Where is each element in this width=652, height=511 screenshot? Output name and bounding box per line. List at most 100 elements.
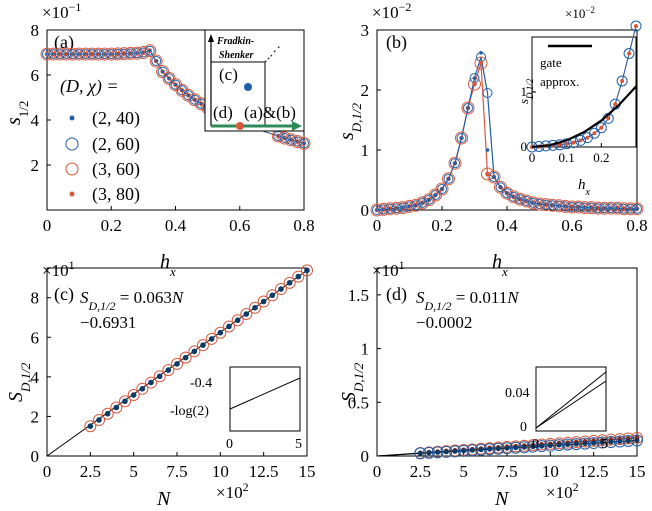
panel-d-point-dot-lower	[521, 444, 527, 450]
point-3-60	[409, 198, 423, 212]
panel-d-xtick-label: 0	[373, 462, 382, 481]
point-2-60	[482, 88, 493, 98]
panel-d-point-dot-lower	[565, 442, 571, 448]
legend-marker-dot-blue	[69, 115, 75, 121]
panel-d-point-lower	[613, 435, 626, 448]
panel-c-point-circle	[283, 276, 296, 289]
panel-d-xtick-label: 12.5	[579, 462, 609, 481]
panel-d-point-lower	[457, 444, 470, 457]
gate-legend-line2: approx.	[540, 74, 579, 89]
inset-b-point-circle	[595, 122, 607, 134]
panel-c-series	[46, 264, 313, 457]
panel-c-point-dot	[113, 404, 120, 411]
inset-d-line-upper	[535, 371, 607, 429]
panel-c-multiplier: ×101	[42, 258, 75, 280]
panel-d-fit-eq: SD,1/2 = 0.011N	[416, 288, 520, 313]
panel-c-xtick-label: 2.5	[80, 462, 101, 481]
panel-c-point-circle	[119, 395, 131, 408]
point-2-40	[453, 161, 457, 165]
panel-c-xtick-label: 5	[129, 462, 138, 481]
inset-b-ytick-label: 0	[521, 139, 528, 154]
legend-entry-3-60: (3, 60)	[92, 159, 140, 180]
panel-d-point-dot-lower	[513, 445, 519, 451]
inset-b-point-circle	[561, 138, 573, 150]
inset-b-multiplier: ×10−2	[565, 5, 595, 21]
panel-a-ytick-label: 4	[31, 111, 40, 130]
panel-d-point-lower	[449, 445, 461, 458]
phase-critical-line	[264, 45, 281, 63]
panel-b-xtick-label: 0.6	[561, 216, 582, 235]
inset-b-point-dot	[578, 138, 583, 143]
panel-c-point-circle	[223, 320, 235, 333]
panel-a-xtick-label: 0.2	[101, 216, 122, 235]
inset-b-point-circle	[630, 20, 642, 32]
panel-d-point-dot-lower	[417, 450, 423, 456]
panel-c-xmultiplier: ×102	[216, 480, 249, 502]
panel-d-point-dot-lower	[625, 438, 631, 444]
point-2-60	[164, 73, 175, 84]
phase-marker-d-label: (d)	[213, 103, 233, 122]
panel-d-point-upper	[631, 431, 643, 444]
phase-label-line1: Fradkin-	[216, 36, 254, 47]
panel-d-ytick-label: 1.5	[348, 286, 369, 305]
point-2-60	[411, 200, 421, 211]
point-3-60	[149, 54, 163, 68]
panel-a-xtick-label: 0	[43, 216, 52, 235]
panel-b-xtick-label: 0.2	[431, 216, 452, 235]
panel-d-point-dot-lower	[452, 448, 458, 454]
panel-c-label: (c)	[54, 284, 74, 305]
panel-c-point-circle	[127, 389, 140, 402]
panel-c-point-circle	[136, 382, 149, 395]
panel-d-point-lower	[544, 439, 557, 452]
legend-entry-3-80: (3, 80)	[92, 184, 140, 205]
phase-marker-ab-label: (a)&(b)	[244, 103, 296, 122]
panel-d-point-lower	[631, 434, 643, 447]
panel-d-inset: 0.04 0 0 5	[505, 366, 608, 452]
inset-b-point-circle	[588, 127, 600, 139]
panel-d: ×101 SD,1/2 N ×102 (d) 0 2.5 5 7.5 10 12.5 150…	[338, 258, 646, 510]
panel-c-point-dot	[182, 354, 189, 361]
panel-a-ytick-label: 6	[31, 66, 40, 85]
panel-c-point-dot	[217, 329, 224, 336]
panel-a-multiplier: ×10−1	[42, 0, 81, 22]
panel-d-point-lower	[587, 437, 600, 450]
panel-d-point-dot-lower	[547, 443, 553, 449]
panel-d-point-dot-lower	[599, 440, 605, 446]
panel-c-point-circle	[101, 407, 114, 420]
point-3-60	[507, 190, 520, 204]
panel-c-ytick-label: 0	[31, 447, 40, 466]
panel-d-ticks: 0 2.5 5 7.5 10 12.5 15 0 0.5 1 1.5	[348, 286, 646, 481]
panel-d-point-dot-lower	[573, 441, 579, 447]
inset-b-xtick-label: 0.2	[593, 150, 609, 165]
panel-c-xtick-label: 10	[212, 462, 229, 481]
point-2-60	[286, 134, 297, 145]
phase-diagram-inset: Fradkin- Shenker (c) (d) (a)&(b)	[204, 29, 305, 132]
point-2-60	[443, 173, 454, 184]
point-2-60	[463, 103, 473, 113]
inset-b-point-dot	[599, 125, 604, 130]
legend-marker-dot-orange	[69, 191, 75, 197]
point-2-60	[502, 188, 512, 199]
panel-c-ytick-label: 4	[31, 368, 40, 387]
point-2-60	[489, 172, 499, 182]
point-3-60	[455, 131, 468, 145]
gate-legend-line1: gate	[540, 55, 562, 70]
point-2-60	[528, 197, 538, 208]
inset-b-point-dot	[564, 141, 569, 146]
panel-a-ylabel: s1/2	[3, 101, 31, 125]
panel-d-point-lower	[492, 442, 505, 455]
panel-c-point-dot	[200, 342, 206, 348]
panel-d-point-lower	[509, 441, 522, 454]
panel-d-point-dot-lower	[469, 447, 475, 453]
panel-d-xlabel: N	[494, 488, 510, 510]
inset-c-ytick-top: -0.4	[190, 376, 212, 391]
phase-point-c	[244, 83, 252, 91]
point-2-40	[635, 207, 639, 211]
panel-c-xtick-label: 0	[43, 462, 52, 481]
panel-c-point-circle	[171, 357, 183, 370]
panel-d-ytick-label: 1	[361, 340, 370, 359]
panel-d-xtick-label: 15	[629, 462, 646, 481]
point-2-60	[292, 136, 303, 147]
panel-c-point-dot	[278, 286, 284, 292]
point-2-40	[433, 193, 438, 197]
